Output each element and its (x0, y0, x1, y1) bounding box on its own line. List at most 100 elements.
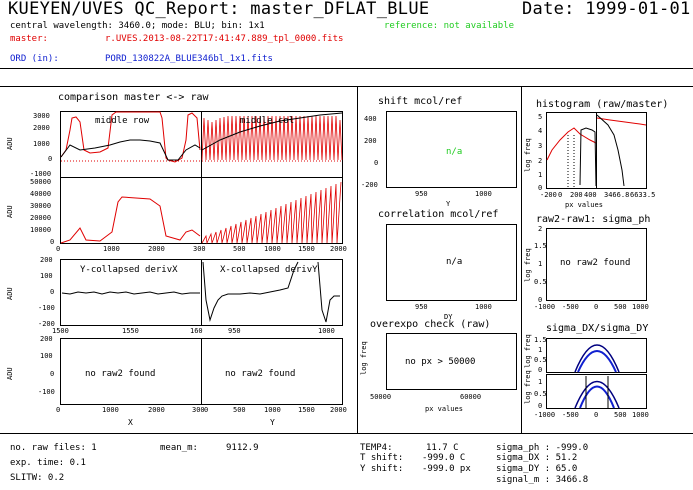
tick-p2-50000: 50000 (30, 178, 52, 186)
tick-p1-m1000: -1000 (30, 170, 52, 178)
over-xlabel: px values (425, 405, 463, 413)
tick-sigx-0: 0 (594, 411, 599, 419)
tick-sigx-m1000: -1000 (534, 411, 556, 419)
middle-col-label: middle col (240, 116, 295, 126)
tick-p4-m100: -100 (38, 388, 55, 396)
shift-na: n/a (446, 147, 463, 157)
y-axis-label: Y (270, 418, 275, 427)
tick-xp3-1550: 1550 (122, 327, 139, 335)
tick-sig1-0.5: 0.5 (534, 356, 547, 364)
noraw2-b-label: no raw2 found (225, 369, 296, 379)
hist-title: histogram (raw/master) (536, 99, 669, 110)
tick-shift-m200: -200 (361, 181, 378, 189)
tick-raw2-0: 0 (538, 296, 543, 304)
report-date: Date: 1999-01-01 (522, 0, 691, 19)
panel-correlation (386, 224, 517, 301)
row-full-curve (60, 196, 201, 244)
tick-raw2-2: 2 (538, 225, 543, 233)
sigma-curves (574, 344, 620, 409)
tick-sigx-500: 500 (614, 411, 627, 419)
shift-title: shift mcol/ref (378, 96, 463, 107)
footer-sigma-ph: sigma_ph : -999.0 (496, 443, 589, 453)
corr-title: correlation mcol/ref (378, 209, 499, 220)
footer-temp4-label: TEMP4: (360, 443, 393, 453)
tick-p3-100: 100 (40, 272, 53, 280)
tick-over-50000: 50000 (370, 393, 392, 401)
tick-sig2-0: 0 (538, 402, 543, 410)
ord-file: PORD_130822A_BLUE346bl_1x1.fits (105, 54, 273, 64)
no-px-label: no px > 50000 (405, 357, 476, 367)
tick-raw2x-1000: 1000 (632, 303, 649, 311)
tick-raw2x-m1000: -1000 (534, 303, 556, 311)
tick-xp3-160: 160 (190, 327, 203, 335)
tick-xp4b-1500: 1500 (298, 406, 315, 414)
tick-shiftx-1000: 1000 (475, 190, 492, 198)
tick-xp4b-500: 500 (233, 406, 246, 414)
tick-shift-400: 400 (364, 115, 377, 123)
tick-p3-200: 200 (40, 256, 53, 264)
adu-label-2: ADU (6, 205, 14, 218)
tick-xcol-1000: 1000 (264, 245, 281, 253)
tick-hist-4: 4 (538, 127, 543, 135)
panel-noraw2-b (201, 338, 343, 405)
footer-sigma-dx: sigma_DX : 51.2 (496, 453, 578, 463)
tick-xrow-0: 0 (56, 245, 61, 253)
raw2-title: raw2-raw1: sigma_ph (536, 214, 651, 225)
tick-xp3b-1000: 1000 (318, 327, 335, 335)
tick-p4-100: 100 (40, 352, 53, 360)
corr-na: n/a (446, 257, 463, 267)
tick-shift-200: 200 (364, 137, 377, 145)
noraw2-a-label: no raw2 found (85, 369, 156, 379)
xcollapsed-label: X-collapsed derivY (220, 265, 318, 275)
tick-xrow-2000: 2000 (148, 245, 165, 253)
tick-raw2x-m500: -500 (562, 303, 579, 311)
xcollapsed-curve (202, 261, 340, 323)
tick-hist-3: 3 (538, 142, 543, 150)
tick-sigx-m500: -500 (562, 411, 579, 419)
tick-shiftx-950: 950 (415, 190, 428, 198)
middle-row-curves (60, 111, 201, 163)
panel-sigma-dx (546, 338, 647, 373)
adu-label-3: ADU (6, 287, 14, 300)
tick-sigx-1000: 1000 (632, 411, 649, 419)
tick-p1-2000: 2000 (33, 124, 50, 132)
tick-p2-0: 0 (50, 238, 55, 246)
tick-sig2-0.5: 0.5 (534, 390, 547, 398)
tick-corrx-1000: 1000 (475, 303, 492, 311)
tick-xp4a-1000: 1000 (102, 406, 119, 414)
middle-row-label: middle row (95, 116, 150, 126)
panel-sigma-dy (546, 374, 647, 409)
footer-mean-value: 9112.9 (226, 443, 259, 453)
tick-hist-5: 5 (538, 113, 543, 121)
tick-sig1-1: 1 (538, 346, 543, 354)
tick-histx-0: 0 (558, 191, 563, 199)
adu-label-1: ADU (6, 137, 14, 150)
tick-xcol-2000: 2000 (330, 245, 347, 253)
tick-raw2x-500: 500 (614, 303, 627, 311)
tick-p4-200: 200 (40, 335, 53, 343)
tick-corrx-950: 950 (415, 303, 428, 311)
tick-sig2-1: 1 (538, 378, 543, 386)
hist-ylabel: log freq (524, 138, 532, 172)
mode-line: central wavelength: 3460.0; mode: BLU; b… (10, 21, 265, 31)
tick-histx-6633: 6633.5 (630, 191, 656, 199)
tick-xp4a-2000: 2000 (148, 406, 165, 414)
tick-raw2-1.5: 1.5 (534, 242, 547, 250)
panel-col-full (201, 177, 343, 244)
tick-xp3b-950: 950 (228, 327, 241, 335)
tick-xrow-300: 300 (193, 245, 206, 253)
tick-raw2-0.5: 0.5 (534, 278, 547, 286)
tick-p4-0: 0 (50, 370, 55, 378)
tick-histx-3466: 3466.8 (604, 191, 630, 199)
tick-p2-20000: 20000 (30, 214, 52, 222)
ycollapsed-label: Y-collapsed derivX (80, 265, 178, 275)
col-full-curve (201, 181, 342, 245)
tick-histx-m200: -200 (540, 191, 557, 199)
panel-hist-a (546, 112, 597, 189)
footer-slitw: SLITW: 0.2 (10, 473, 65, 483)
footer-raw-files: no. raw files: 1 (10, 443, 97, 453)
panel-hist-b (596, 112, 647, 189)
tick-raw2x-0: 0 (594, 303, 599, 311)
sigma-ylabel-2: log freq (524, 370, 532, 404)
